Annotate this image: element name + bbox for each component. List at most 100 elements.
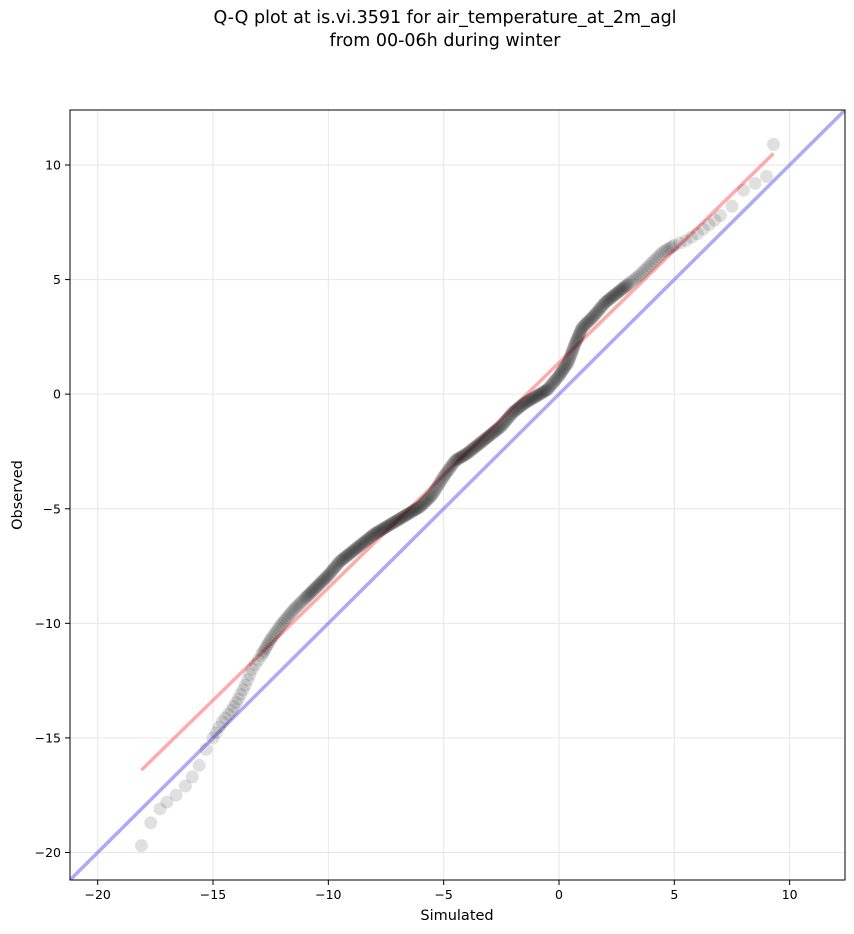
y-tick-label: 10 xyxy=(45,158,61,173)
quantile-point xyxy=(267,628,281,642)
quantile-point xyxy=(577,318,591,332)
quantile-point xyxy=(432,477,446,491)
quantile-point xyxy=(355,537,369,551)
quantile-point xyxy=(575,321,589,335)
chart-title-line-2: from 00-06h during winter xyxy=(329,31,561,51)
quantile-point xyxy=(318,572,332,586)
quantile-point xyxy=(509,403,523,417)
quantile-point xyxy=(582,314,596,328)
quantile-point xyxy=(596,298,610,312)
quantile-point xyxy=(160,795,174,809)
quantile-point xyxy=(534,387,548,401)
quantile-point xyxy=(549,373,563,387)
quantile-point xyxy=(231,692,245,706)
quantile-point xyxy=(498,415,512,429)
quantile-point xyxy=(590,305,604,319)
quantile-point xyxy=(215,715,229,729)
quantile-point xyxy=(418,495,432,509)
quantile-point xyxy=(493,420,507,434)
quantile-point xyxy=(361,532,375,546)
quantile-point xyxy=(478,432,492,446)
quantile-point xyxy=(508,404,522,418)
quantile-point xyxy=(324,565,338,579)
quantile-point xyxy=(538,384,552,398)
quantile-point xyxy=(599,295,613,309)
quantile-point xyxy=(702,218,716,232)
quantile-point xyxy=(524,392,538,406)
quantile-point xyxy=(647,254,661,268)
quantile-point xyxy=(402,506,416,520)
quantile-point xyxy=(385,517,399,531)
quantile-point xyxy=(373,524,387,538)
quantile-point xyxy=(685,230,699,244)
quantile-point xyxy=(348,543,362,557)
quantile-point xyxy=(592,302,606,316)
quantile-point xyxy=(515,398,529,412)
quantile-point xyxy=(619,279,633,293)
quantile-point xyxy=(354,538,368,552)
quantile-point xyxy=(227,700,241,714)
quantile-point xyxy=(335,553,349,567)
quantile-point xyxy=(463,444,477,458)
quantile-point xyxy=(374,523,388,537)
quantile-point xyxy=(431,479,445,493)
quantile-point xyxy=(411,501,425,515)
quantile-point xyxy=(410,502,424,516)
quantile-point xyxy=(311,579,325,593)
quantile-point xyxy=(550,372,564,386)
y-tick-label: −15 xyxy=(35,730,61,745)
quantile-point xyxy=(513,400,527,414)
quantile-point xyxy=(527,391,541,405)
quantile-point xyxy=(403,506,417,520)
quantile-point xyxy=(312,577,326,591)
quantile-point xyxy=(464,443,478,457)
quantile-point xyxy=(574,324,588,338)
quantile-point xyxy=(437,470,451,484)
quantile-point xyxy=(356,536,370,550)
quantile-point xyxy=(414,499,428,513)
x-tick-label: 5 xyxy=(670,887,678,902)
quantile-point xyxy=(212,720,226,734)
quantile-point xyxy=(471,438,485,452)
quantile-point xyxy=(486,426,500,440)
quantile-point xyxy=(480,430,494,444)
quantile-point xyxy=(441,463,455,477)
quantile-point xyxy=(342,547,356,561)
quantile-point xyxy=(298,591,312,605)
quantile-point xyxy=(262,635,276,649)
quantile-point xyxy=(325,564,339,578)
quantile-point xyxy=(372,524,386,538)
quantile-point xyxy=(251,653,265,667)
quantile-point xyxy=(598,296,612,309)
quantile-point xyxy=(295,594,309,608)
quantile-point xyxy=(218,711,232,725)
quantile-point xyxy=(536,385,550,399)
quantile-point xyxy=(439,466,453,480)
quantile-point xyxy=(322,567,336,581)
quantile-point xyxy=(409,502,423,516)
quantile-point xyxy=(387,515,401,529)
quantile-point xyxy=(517,396,531,410)
quantile-point xyxy=(487,425,501,439)
plot-frame xyxy=(69,109,846,881)
quantile-point xyxy=(341,548,355,562)
quantile-point xyxy=(560,356,574,370)
quantile-point xyxy=(350,541,364,555)
quantile-point xyxy=(371,525,385,539)
quantile-point xyxy=(364,530,378,544)
quantile-point xyxy=(408,503,422,517)
quantile-point xyxy=(572,327,586,341)
x-tick-label: −20 xyxy=(84,887,110,902)
quantile-points xyxy=(135,137,780,853)
quantile-point xyxy=(565,344,579,358)
quantile-point xyxy=(425,488,439,502)
quantile-point xyxy=(500,412,514,426)
quantile-point xyxy=(305,584,319,598)
quantile-point xyxy=(453,451,467,465)
quantile-point xyxy=(667,238,681,252)
quantile-point xyxy=(568,337,582,351)
quantile-point xyxy=(272,621,286,635)
quantile-point xyxy=(457,448,471,462)
quantile-point xyxy=(436,472,450,485)
x-tick-label: −10 xyxy=(315,887,341,902)
